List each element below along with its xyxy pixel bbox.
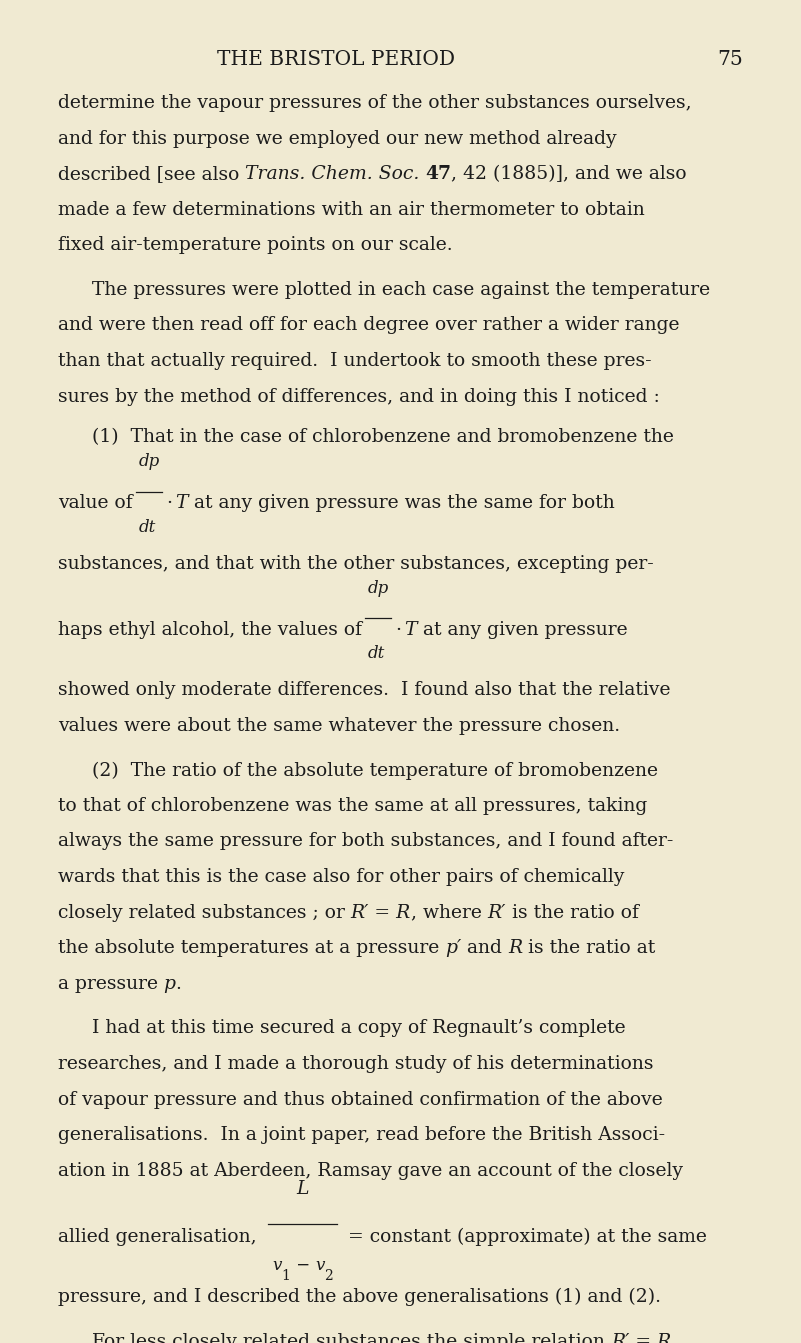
Text: made a few determinations with an air thermometer to obtain: made a few determinations with an air th… — [58, 200, 645, 219]
Text: and for this purpose we employed our new method already: and for this purpose we employed our new… — [58, 129, 616, 148]
Text: determine the vapour pressures of the other substances ourselves,: determine the vapour pressures of the ot… — [58, 94, 691, 111]
Text: = constant (approximate) at the same: = constant (approximate) at the same — [342, 1228, 706, 1246]
Text: −: − — [291, 1257, 315, 1275]
Text: The pressures were plotted in each case against the temperature: The pressures were plotted in each case … — [92, 281, 710, 299]
Text: R′ = R: R′ = R — [351, 904, 411, 921]
Text: 75: 75 — [718, 50, 743, 68]
Text: v: v — [272, 1257, 282, 1275]
Text: , where: , where — [411, 904, 488, 921]
Text: and: and — [461, 939, 508, 958]
Text: showed only moderate differences.  I found also that the relative: showed only moderate differences. I foun… — [58, 681, 670, 700]
Text: value of: value of — [58, 494, 139, 513]
Text: .: . — [175, 975, 182, 992]
Text: ·: · — [396, 620, 401, 639]
Text: than that actually required.  I undertook to smooth these pres-: than that actually required. I undertook… — [58, 352, 651, 371]
Text: is the ratio at: is the ratio at — [522, 939, 655, 958]
Text: v: v — [315, 1257, 324, 1275]
Text: I had at this time secured a copy of Regnault’s complete: I had at this time secured a copy of Reg… — [92, 1019, 626, 1037]
Text: to that of chlorobenzene was the same at all pressures, taking: to that of chlorobenzene was the same at… — [58, 796, 647, 815]
Text: generalisations.  In a joint paper, read before the British Associ-: generalisations. In a joint paper, read … — [58, 1125, 665, 1144]
Text: (2)  The ratio of the absolute temperature of bromobenzene: (2) The ratio of the absolute temperatur… — [92, 761, 658, 779]
Text: is the ratio of: is the ratio of — [506, 904, 639, 921]
Text: and were then read off for each degree over rather a wider range: and were then read off for each degree o… — [58, 317, 679, 334]
Text: 47: 47 — [425, 165, 452, 183]
Text: R: R — [508, 939, 522, 958]
Text: researches, and I made a thorough study of his determinations: researches, and I made a thorough study … — [58, 1054, 653, 1073]
Text: at any given pressure was the same for both: at any given pressure was the same for b… — [187, 494, 614, 513]
Text: 1: 1 — [282, 1269, 291, 1283]
Text: fixed air-temperature points on our scale.: fixed air-temperature points on our scal… — [58, 236, 453, 254]
Text: Trans. Chem. Soc.: Trans. Chem. Soc. — [245, 165, 420, 183]
Text: pressure, and I described the above generalisations (1) and (2).: pressure, and I described the above gene… — [58, 1288, 661, 1307]
Text: R′: R′ — [488, 904, 506, 921]
Text: closely related substances ; or: closely related substances ; or — [58, 904, 351, 921]
Text: always the same pressure for both substances, and I found after-: always the same pressure for both substa… — [58, 833, 673, 850]
Text: sures by the method of differences, and in doing this I noticed :: sures by the method of differences, and … — [58, 388, 659, 406]
Text: (1)  That in the case of chlorobenzene and bromobenzene the: (1) That in the case of chlorobenzene an… — [92, 428, 674, 447]
Text: 2: 2 — [324, 1269, 333, 1283]
Text: R′ = R: R′ = R — [611, 1332, 671, 1343]
Text: T: T — [405, 620, 417, 639]
Text: wards that this is the case also for other pairs of chemically: wards that this is the case also for oth… — [58, 868, 624, 886]
Text: substances, and that with the other substances, excepting per-: substances, and that with the other subs… — [58, 555, 654, 573]
Text: , 42 (1885)], and we also: , 42 (1885)], and we also — [452, 165, 687, 183]
Text: allied generalisation,: allied generalisation, — [58, 1228, 268, 1245]
Text: at any given pressure: at any given pressure — [417, 620, 628, 639]
Text: For less closely related substances the simple relation: For less closely related substances the … — [92, 1332, 611, 1343]
Text: p: p — [163, 975, 175, 992]
Text: a pressure: a pressure — [58, 975, 163, 992]
Text: ation in 1885 at Aberdeen, Ramsay gave an account of the closely: ation in 1885 at Aberdeen, Ramsay gave a… — [58, 1162, 682, 1179]
Text: haps ethyl alcohol, the values of: haps ethyl alcohol, the values of — [58, 620, 368, 639]
Text: described [see also: described [see also — [58, 165, 245, 183]
Text: T: T — [175, 494, 187, 513]
Text: dp: dp — [139, 453, 159, 470]
Text: ·: · — [166, 494, 172, 513]
Text: of vapour pressure and thus obtained confirmation of the above: of vapour pressure and thus obtained con… — [58, 1091, 662, 1108]
Text: THE BRISTOL PERIOD: THE BRISTOL PERIOD — [217, 50, 456, 68]
Text: dt: dt — [368, 645, 385, 662]
Text: dt: dt — [139, 518, 155, 536]
Text: values were about the same whatever the pressure chosen.: values were about the same whatever the … — [58, 717, 620, 735]
Text: the absolute temperatures at a pressure: the absolute temperatures at a pressure — [58, 939, 445, 958]
Text: p′: p′ — [445, 939, 461, 958]
Text: L: L — [296, 1180, 309, 1198]
Text: dp: dp — [368, 580, 389, 596]
